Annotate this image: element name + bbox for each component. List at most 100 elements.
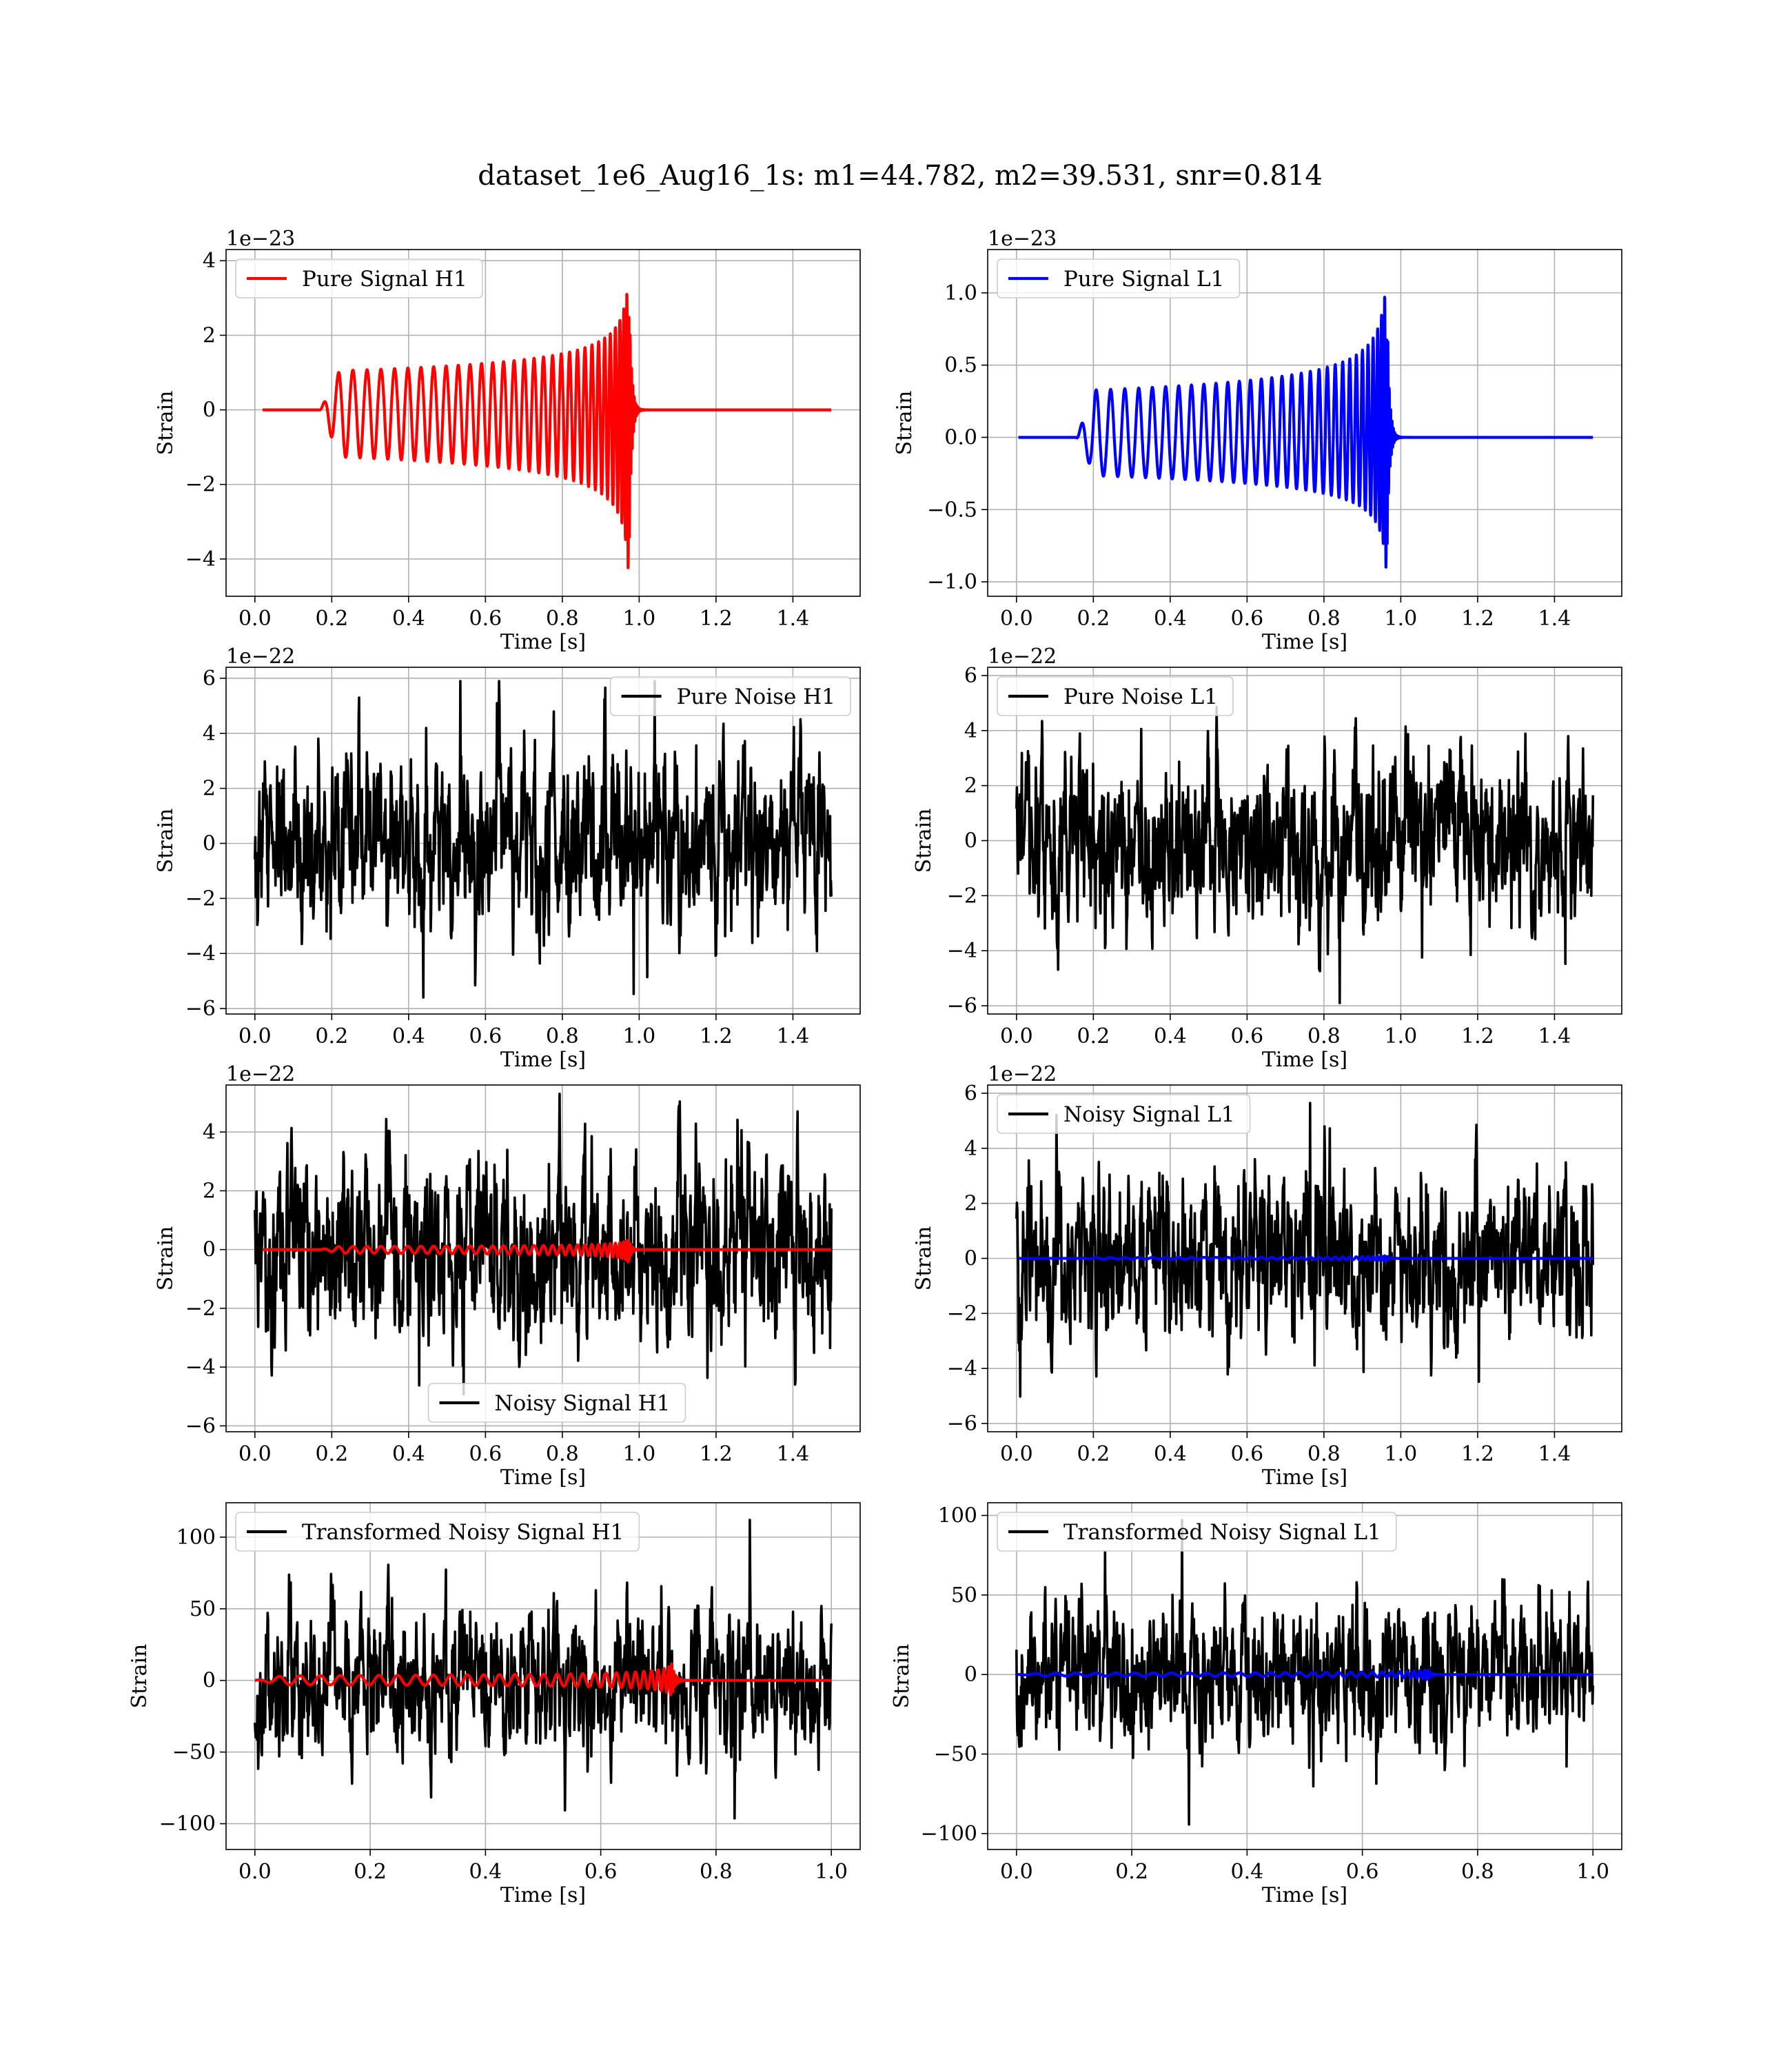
- x-tick-label: 1.0: [623, 1442, 656, 1466]
- y-tick-label: 100: [938, 1503, 977, 1528]
- x-tick-label: 0.4: [469, 1860, 502, 1884]
- legend-box: [235, 1512, 640, 1552]
- y-axis-label: Strain: [893, 391, 917, 456]
- x-tick-label: 0.8: [700, 1860, 733, 1884]
- x-tick-label: 0.6: [469, 1442, 502, 1466]
- legend: Transformed Noisy Signal L1: [997, 1512, 1397, 1552]
- subplot-pure-signal-h1: 0.0 0.2 0.4 0.6 0.8 1.0 1.2 1.4 −4 −2 0 2 4 Time [s] S…: [154, 227, 861, 654]
- legend-label: Transformed Noisy Signal L1: [1063, 1520, 1381, 1545]
- series-line-signal: [1017, 1254, 1594, 1263]
- x-axis-label: Time [s]: [500, 1883, 586, 1907]
- axes-frame: [987, 249, 1622, 597]
- y-tick-label: 2: [964, 774, 977, 798]
- x-tick-label: 1.2: [1461, 1024, 1494, 1048]
- x-tick-label: 1.2: [700, 1024, 733, 1048]
- y-tick-label: 4: [203, 1120, 216, 1144]
- subplot-noisy-signal-h1: 0.0 0.2 0.4 0.6 0.8 1.0 1.2 1.4 −6 −4 −2 0 2 4 Time [s…: [154, 1062, 861, 1490]
- legend-box: [997, 258, 1241, 298]
- y-tick-label: 4: [964, 1137, 977, 1161]
- x-tick-label: 0.6: [469, 607, 502, 631]
- series-line-signal: [1017, 296, 1594, 569]
- axis-offset-label: 1e−22: [988, 1062, 1057, 1086]
- series-line-noise: [1015, 1102, 1594, 1398]
- y-tick-label: −100: [159, 1812, 216, 1836]
- legend: Pure Noise H1: [609, 676, 851, 716]
- y-tick-label: 2: [203, 777, 216, 801]
- x-tick-label: 0.8: [1307, 1442, 1341, 1466]
- x-tick-label: 0.8: [546, 1442, 579, 1466]
- axes-frame: [225, 249, 861, 597]
- axis-offset-label: 1e−22: [226, 1062, 295, 1086]
- x-tick-label: 0.2: [315, 607, 348, 631]
- y-tick-label: 0: [203, 1238, 216, 1262]
- y-tick-label: −1.0: [927, 570, 977, 594]
- x-tick-label: 0.8: [1461, 1860, 1494, 1884]
- y-tick-label: 50: [190, 1597, 216, 1621]
- y-tick-label: −6: [185, 997, 216, 1021]
- x-tick-label: 0.6: [1231, 607, 1264, 631]
- x-tick-label: 0.0: [1000, 1442, 1033, 1466]
- series-line-noise: [1015, 706, 1594, 1004]
- y-tick-label: −4: [185, 942, 216, 966]
- series-line-signal: [254, 1662, 833, 1696]
- y-tick-label: −2: [947, 1301, 977, 1326]
- legend-label: Noisy Signal H1: [495, 1391, 671, 1416]
- x-tick-label: 0.8: [1307, 1024, 1341, 1048]
- x-tick-label: 0.0: [238, 1860, 272, 1884]
- axes-frame: [225, 1084, 861, 1432]
- y-tick-label: 6: [964, 664, 977, 688]
- x-tick-label: 1.4: [1538, 1024, 1571, 1048]
- x-tick-label: 1.0: [1576, 1860, 1609, 1884]
- y-tick-label: 4: [203, 722, 216, 746]
- y-tick-label: −0.5: [927, 498, 977, 522]
- x-tick-label: 0.0: [1000, 607, 1033, 631]
- series-line-signal: [261, 1239, 833, 1264]
- legend: Pure Signal L1: [997, 258, 1241, 298]
- x-axis-label: Time [s]: [1262, 1883, 1347, 1907]
- y-tick-label: 50: [951, 1583, 977, 1608]
- legend-box: [997, 1512, 1397, 1552]
- x-tick-label: 0.4: [1154, 607, 1187, 631]
- x-tick-label: 0.6: [1346, 1860, 1379, 1884]
- subplot-pure-noise-l1: 0.0 0.2 0.4 0.6 0.8 1.0 1.2 1.4 −6 −4 −2 0 2 4 6 Time […: [912, 645, 1622, 1072]
- x-tick-label: 1.2: [700, 607, 733, 631]
- grid: [226, 250, 860, 596]
- x-tick-label: 1.4: [777, 607, 810, 631]
- x-axis-label: Time [s]: [1262, 1048, 1347, 1072]
- y-tick-label: −2: [185, 886, 216, 911]
- y-axis-label: Strain: [154, 1226, 178, 1291]
- x-tick-label: 1.4: [1538, 1442, 1571, 1466]
- series-line-noise: [254, 1519, 833, 1820]
- x-tick-label: 0.4: [392, 607, 425, 631]
- y-tick-label: 0: [203, 831, 216, 855]
- x-tick-label: 1.0: [1385, 607, 1418, 631]
- subplot-pure-noise-h1: 0.0 0.2 0.4 0.6 0.8 1.0 1.2 1.4 −6 −4 −2 0 2 4 6 Time […: [154, 645, 861, 1072]
- x-tick-label: 0.0: [1000, 1024, 1033, 1048]
- x-tick-label: 1.2: [1461, 1442, 1494, 1466]
- y-tick-label: 4: [203, 249, 216, 273]
- x-tick-label: 1.0: [815, 1860, 848, 1884]
- x-axis-label: Time [s]: [500, 1048, 586, 1072]
- x-tick-label: 1.0: [1385, 1024, 1418, 1048]
- y-axis-label: Strain: [128, 1644, 152, 1709]
- legend-box: [997, 676, 1234, 716]
- y-tick-label: −6: [947, 1412, 977, 1436]
- y-tick-label: 100: [176, 1525, 216, 1550]
- x-tick-label: 0.2: [315, 1024, 348, 1048]
- figure-title: dataset_1e6_Aug16_1s: m1=44.782, m2=39.5…: [478, 160, 1323, 192]
- x-tick-label: 0.0: [238, 1442, 272, 1466]
- x-tick-label: 0.2: [1077, 1024, 1110, 1048]
- x-tick-label: 1.0: [1385, 1442, 1418, 1466]
- subplot-noisy-signal-l1: 0.0 0.2 0.4 0.6 0.8 1.0 1.2 1.4 −6 −4 −2 0 2 4 6 Time […: [912, 1062, 1622, 1490]
- series-line-noise: [254, 680, 833, 999]
- y-axis-label: Strain: [912, 1226, 936, 1291]
- x-tick-label: 1.2: [1461, 607, 1494, 631]
- y-tick-label: −4: [947, 939, 977, 963]
- x-tick-label: 0.2: [1077, 607, 1110, 631]
- x-tick-label: 1.2: [700, 1442, 733, 1466]
- y-tick-label: 6: [964, 1082, 977, 1106]
- legend: Noisy Signal H1: [427, 1383, 686, 1423]
- axis-offset-label: 1e−22: [226, 645, 295, 669]
- axes-frame: [225, 667, 861, 1015]
- subplot-transformed-noisy-signal-h1: 0.0 0.2 0.4 0.6 0.8 1.0 −100 −50 0 50 100 Time [s] S…: [128, 1502, 861, 1907]
